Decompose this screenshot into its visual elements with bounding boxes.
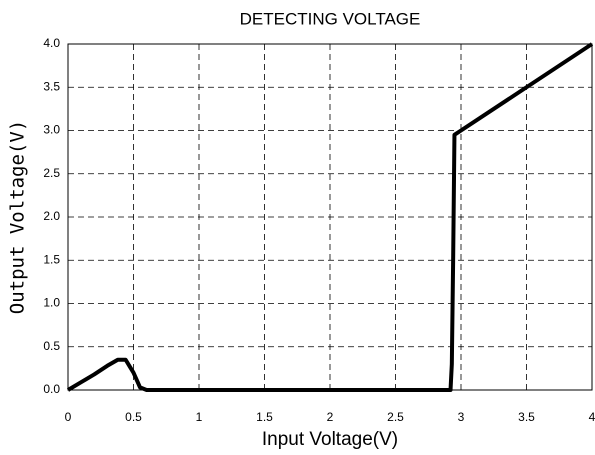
x-tick-label: 0.5 <box>125 410 142 424</box>
x-tick-label: 1 <box>196 410 203 424</box>
x-tick-label: 0 <box>65 410 72 424</box>
y-tick-label: 3.0 <box>43 123 60 137</box>
y-tick-label: 3.5 <box>43 79 60 93</box>
x-tick-label: 2.5 <box>387 410 404 424</box>
y-tick-label: 1.5 <box>43 252 60 266</box>
y-tick-label: 2.0 <box>43 209 60 223</box>
chart-title: DETECTING VOLTAGE <box>240 9 421 28</box>
y-axis-label: Output Voltage(V) <box>7 120 29 314</box>
y-tick-label: 0.5 <box>43 339 60 353</box>
x-tick-label: 2 <box>327 410 334 424</box>
x-tick-label: 3 <box>458 410 465 424</box>
x-tick-label: 4 <box>589 410 595 424</box>
y-tick-label: 0.0 <box>43 382 60 396</box>
y-tick-label: 4.0 <box>43 36 60 50</box>
x-axis-label: Input Voltage(V) <box>262 429 398 450</box>
x-tick-label: 1.5 <box>256 410 273 424</box>
y-tick-label: 2.5 <box>43 166 60 180</box>
data-line <box>66 42 594 392</box>
x-tick-label: 3.5 <box>518 410 535 424</box>
y-tick-label: 1.0 <box>43 296 60 310</box>
